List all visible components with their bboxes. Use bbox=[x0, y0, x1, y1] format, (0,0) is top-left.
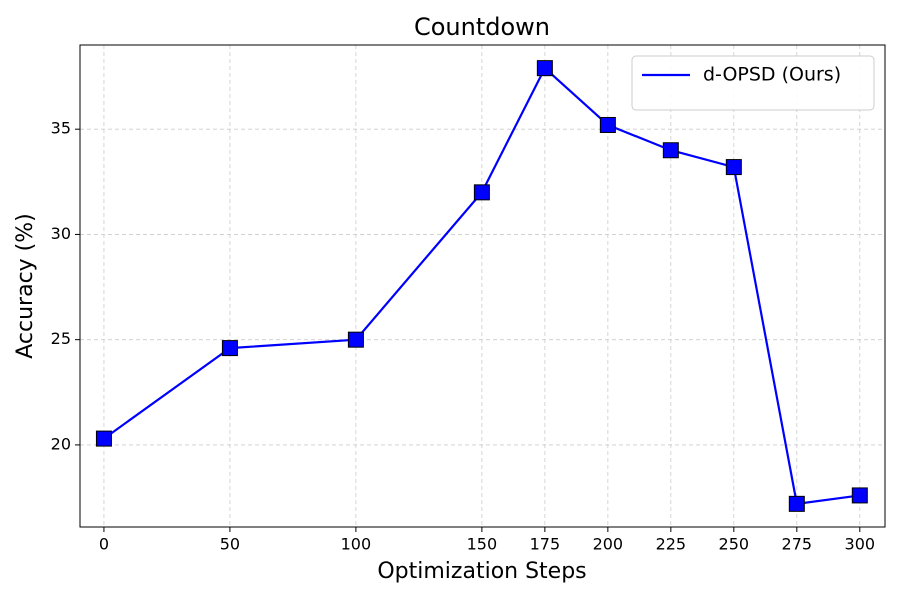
y-tick-label: 25 bbox=[51, 329, 71, 348]
marker bbox=[725, 159, 742, 176]
x-tick-label: 250 bbox=[719, 535, 750, 554]
x-tick-label: 100 bbox=[341, 535, 372, 554]
legend: d-OPSD (Ours) bbox=[631, 55, 875, 111]
x-tick-label: 0 bbox=[99, 535, 109, 554]
marker bbox=[662, 142, 679, 159]
marker bbox=[599, 116, 616, 133]
marker bbox=[851, 487, 868, 504]
y-tick-label: 35 bbox=[51, 119, 71, 138]
y-axis-label: Accuracy (%) bbox=[13, 213, 38, 359]
grid bbox=[80, 45, 885, 527]
x-tick-label: 50 bbox=[220, 535, 240, 554]
x-tick-label: 275 bbox=[782, 535, 813, 554]
plot bbox=[95, 60, 868, 512]
legend-box bbox=[631, 55, 875, 111]
y-tick-label: 20 bbox=[51, 434, 71, 453]
marker bbox=[473, 184, 490, 201]
plot-frame bbox=[79, 44, 886, 528]
x-tick-label: 200 bbox=[593, 535, 624, 554]
x-tick-label: 150 bbox=[467, 535, 498, 554]
marker bbox=[788, 495, 805, 512]
marker bbox=[221, 340, 238, 357]
marker bbox=[536, 60, 553, 77]
legend-label: d-OPSD (Ours) bbox=[703, 64, 841, 86]
marker bbox=[347, 331, 364, 348]
x-axis-label: Optimization Steps bbox=[377, 559, 586, 584]
x-tick-label: 175 bbox=[530, 535, 561, 554]
marker bbox=[95, 430, 112, 447]
y-tick-label: 30 bbox=[51, 224, 71, 243]
series-line bbox=[103, 66, 860, 506]
chart-title: Countdown bbox=[414, 13, 550, 41]
x-tick-label: 300 bbox=[845, 535, 876, 554]
x-tick-label: 225 bbox=[656, 535, 687, 554]
